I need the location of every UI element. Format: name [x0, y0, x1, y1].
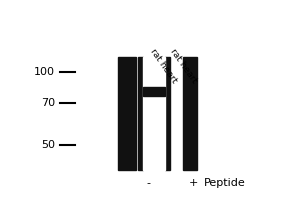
Text: -: -	[146, 178, 150, 188]
Text: 70: 70	[41, 98, 55, 108]
Bar	[183, 57, 197, 170]
Bar	[143, 57, 165, 170]
Text: rat heart: rat heart	[168, 47, 198, 85]
Text: 100: 100	[34, 67, 55, 77]
Text: Peptide: Peptide	[204, 178, 246, 188]
Bar	[138, 57, 143, 170]
Bar	[165, 57, 170, 170]
Bar	[118, 57, 136, 170]
Text: 50: 50	[41, 140, 55, 150]
Text: +: +	[188, 178, 198, 188]
Bar	[143, 87, 165, 96]
Text: rat heart: rat heart	[148, 47, 178, 85]
